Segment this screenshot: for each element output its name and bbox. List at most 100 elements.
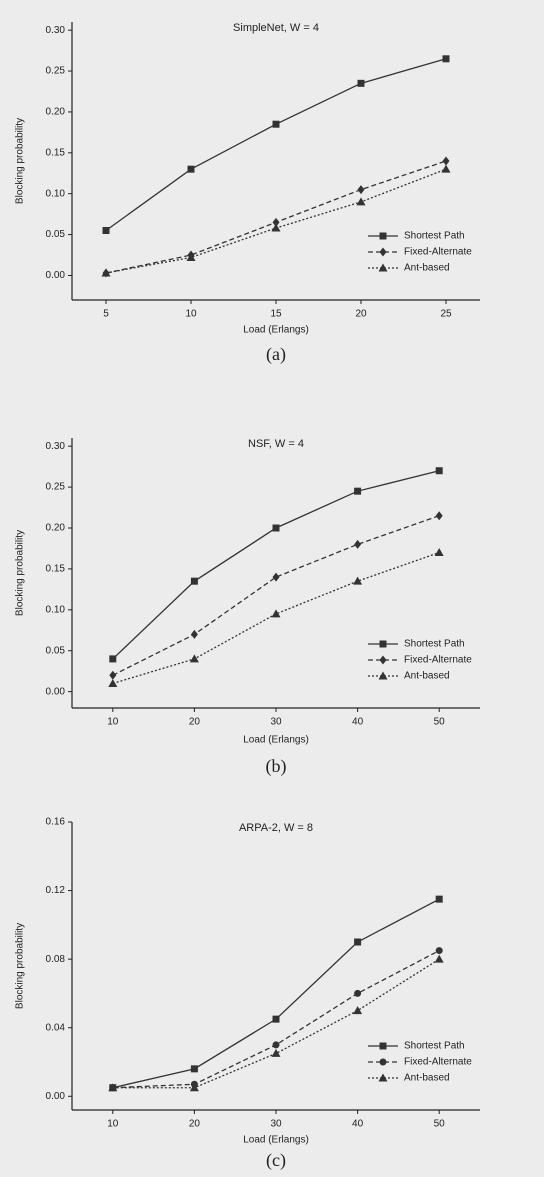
y-tick-label: 0.05 — [46, 645, 66, 656]
x-tick-label: 5 — [103, 309, 109, 320]
x-tick-label: 25 — [440, 309, 452, 320]
legend-label: Shortest Path — [404, 639, 465, 650]
series-line — [112, 551, 440, 685]
y-tick-label: 0.25 — [46, 66, 66, 77]
caption: (a) — [266, 344, 286, 365]
marker — [189, 1083, 199, 1092]
y-axis-label: Blocking probability — [15, 118, 26, 204]
marker — [353, 576, 363, 585]
y-tick-label: 0.30 — [46, 25, 66, 36]
marker — [442, 55, 450, 63]
legend-marker — [379, 232, 387, 240]
x-tick-label: 50 — [434, 717, 446, 728]
y-tick-label: 0.10 — [46, 604, 66, 615]
x-tick-label: 40 — [352, 717, 364, 728]
marker — [272, 217, 280, 227]
marker — [435, 467, 443, 475]
marker — [272, 572, 280, 582]
marker — [354, 487, 362, 495]
marker — [272, 120, 280, 128]
x-tick-label: 50 — [434, 1119, 446, 1130]
x-tick-label: 15 — [270, 309, 282, 320]
caption: (c) — [266, 1150, 286, 1171]
legend-marker — [379, 247, 387, 257]
series-line — [112, 898, 440, 1089]
legend-marker — [378, 1073, 388, 1082]
x-axis-label: Load (Erlangs) — [243, 735, 309, 746]
marker — [354, 989, 362, 997]
marker — [435, 511, 443, 521]
chart-title: SimpleNet, W = 4 — [233, 22, 319, 34]
y-tick-label: 0.16 — [46, 817, 66, 828]
marker — [271, 609, 281, 618]
y-tick-label: 0.08 — [46, 954, 66, 965]
series-line — [105, 58, 447, 232]
legend-label: Fixed-Alternate — [404, 655, 472, 666]
marker — [109, 670, 117, 680]
marker — [186, 252, 196, 261]
marker — [190, 629, 198, 639]
x-tick-label: 10 — [185, 309, 197, 320]
x-tick-label: 20 — [355, 309, 367, 320]
y-tick-label: 0.30 — [46, 441, 66, 452]
marker — [434, 954, 444, 963]
marker — [187, 165, 195, 173]
y-tick-label: 0.20 — [46, 107, 66, 118]
marker — [272, 524, 280, 532]
marker — [354, 539, 362, 549]
x-tick-label: 30 — [270, 717, 282, 728]
marker — [102, 227, 110, 234]
marker — [109, 655, 117, 663]
y-tick-label: 0.00 — [46, 1091, 66, 1102]
series-line — [112, 470, 440, 660]
marker — [442, 156, 450, 166]
y-tick-label: 0.00 — [46, 686, 66, 697]
legend-label: Ant-based — [404, 671, 450, 682]
caption: (b) — [266, 756, 287, 777]
series-line — [112, 515, 440, 676]
marker — [354, 938, 362, 946]
x-tick-label: 30 — [270, 1119, 282, 1130]
legend-label: Ant-based — [404, 1073, 450, 1084]
x-tick-label: 20 — [189, 1119, 201, 1130]
marker — [435, 895, 443, 903]
y-tick-label: 0.15 — [46, 147, 66, 158]
marker — [356, 197, 366, 206]
y-tick-label: 0.15 — [46, 564, 66, 575]
y-tick-label: 0.05 — [46, 229, 66, 240]
y-axis-label: Blocking probability — [15, 923, 26, 1009]
legend-label: Fixed-Alternate — [404, 247, 472, 258]
x-axis-label: Load (Erlangs) — [243, 1135, 309, 1146]
y-tick-label: 0.25 — [46, 482, 66, 493]
y-tick-label: 0.10 — [46, 188, 66, 199]
marker — [353, 1006, 363, 1015]
legend-marker — [379, 655, 387, 665]
marker — [101, 268, 111, 277]
y-tick-label: 0.20 — [46, 523, 66, 534]
x-tick-label: 20 — [189, 717, 201, 728]
marker — [435, 947, 443, 955]
legend-label: Fixed-Alternate — [404, 1057, 472, 1068]
legend-marker — [379, 640, 387, 648]
y-tick-label: 0.12 — [46, 885, 66, 896]
legend-label: Ant-based — [404, 263, 450, 274]
marker — [272, 1015, 280, 1023]
marker — [190, 1065, 198, 1073]
series-line — [112, 958, 440, 1089]
marker — [108, 678, 118, 687]
series-line — [105, 160, 447, 274]
marker — [441, 164, 451, 173]
marker — [357, 79, 365, 87]
y-tick-label: 0.04 — [46, 1022, 66, 1033]
x-axis-label: Load (Erlangs) — [243, 325, 309, 336]
marker — [108, 1083, 118, 1092]
x-tick-label: 10 — [107, 1119, 119, 1130]
marker — [189, 654, 199, 663]
x-tick-label: 10 — [107, 717, 119, 728]
legend-label: Shortest Path — [404, 231, 465, 242]
x-tick-label: 40 — [352, 1119, 364, 1130]
chart-title: NSF, W = 4 — [248, 438, 304, 450]
legend-marker — [378, 671, 388, 680]
legend-label: Shortest Path — [404, 1041, 465, 1052]
